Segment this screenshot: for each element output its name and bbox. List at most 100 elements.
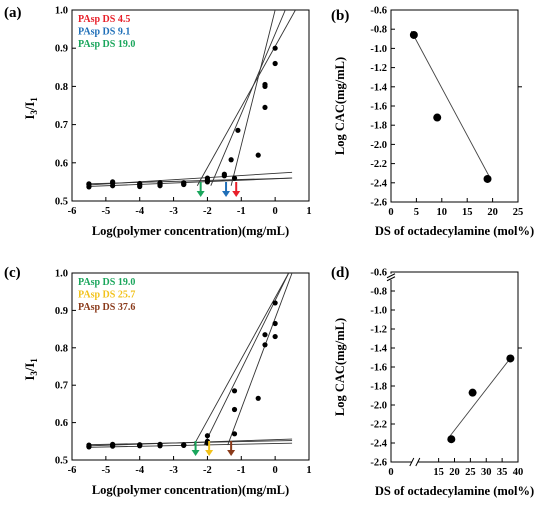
- data-point: [272, 333, 278, 340]
- x-tick-label: 0: [273, 206, 278, 217]
- x-axis-title: DS of octadecylamine (mol%): [375, 224, 534, 238]
- y-tick-label: -2.2: [370, 420, 387, 431]
- data-point: [181, 442, 187, 449]
- y-tick-label: 0.9: [55, 44, 68, 55]
- plot-area: [86, 273, 293, 450]
- y-tick-label: 0.5: [55, 456, 68, 467]
- y-axis-title: I3/I1: [23, 358, 39, 381]
- x-tick-label: 40: [513, 467, 524, 478]
- legend-entry: PAsp DS 19.0: [78, 39, 135, 50]
- data-point: [157, 443, 163, 449]
- data-point: [262, 332, 268, 338]
- fit-line: [230, 10, 276, 186]
- fit-line: [203, 273, 290, 446]
- x-tick-label: -3: [169, 465, 178, 476]
- data-point: [272, 300, 278, 306]
- panel-d-chart: 0 15 20 25 30 35 40 -2.6 -2.4 -2.2 -2.0 -1.8 -1.6 -1.…: [333, 268, 534, 499]
- plot-frame: [390, 9, 519, 203]
- y-tick-label: 0.6: [55, 158, 68, 169]
- x-tick-label: 1: [306, 465, 311, 476]
- fit-line: [410, 30, 491, 179]
- x-tick-label: -3: [169, 206, 178, 217]
- y-tick-label: -1.4: [370, 82, 387, 93]
- y-axis-title: I3/I1: [23, 97, 39, 120]
- y-tick-label: -2.2: [370, 159, 387, 170]
- y-axis-title: Log CAC(mg/mL): [333, 318, 347, 416]
- x-tick-label: -1: [237, 206, 246, 217]
- x-tick-label: 35: [497, 467, 508, 478]
- data-point: [86, 444, 92, 450]
- data-point: [137, 180, 143, 187]
- y-axis-title-part: I: [23, 115, 37, 120]
- x-tick-label: 1: [306, 206, 311, 217]
- x-tick-label: 10: [437, 207, 448, 218]
- plot-frame: [390, 271, 519, 463]
- y-tick-label: -2.0: [370, 140, 387, 151]
- data-point: [110, 443, 116, 449]
- x-tick-label: -4: [135, 465, 144, 476]
- x-axis-title: DS of octadecylamine (mol%): [375, 484, 534, 498]
- x-tick-label: 20: [487, 207, 498, 218]
- data-point: [181, 180, 187, 186]
- x-tick-label: 0: [273, 465, 278, 476]
- x-tick-label: 0: [388, 207, 393, 218]
- x-tick-label: -2: [203, 206, 212, 217]
- y-axis-title-part: 1: [29, 358, 39, 363]
- fit-line: [88, 442, 293, 448]
- x-tick-label: 5: [414, 207, 419, 218]
- data-point: [255, 152, 261, 158]
- panel-label-c: (c): [4, 265, 21, 281]
- fit-line: [227, 273, 293, 446]
- data-point: [409, 30, 418, 39]
- axis-break-mark: [415, 457, 421, 467]
- panel-label-d: (d): [331, 265, 349, 281]
- data-point: [221, 173, 227, 179]
- panel-c-chart: -6 -5 -4 -3 -2 -1 0 1 0.5 0.6 0.7 0.8 0.9 1.0 PAsp DS …: [23, 269, 312, 498]
- cac-arrow-head: [196, 191, 205, 197]
- data-point: [228, 157, 234, 163]
- panel-label-b: (b): [331, 8, 349, 24]
- x-tick-label: -6: [68, 465, 77, 476]
- data-point: [447, 435, 456, 444]
- x-tick-label: 15: [462, 207, 473, 218]
- x-tick-label: -2: [203, 465, 212, 476]
- legend-entry: PAsp DS 25.7: [78, 290, 135, 301]
- x-axis-title: Log(polymer concentration)(mg/mL): [92, 224, 289, 238]
- y-tick-label: -1.2: [370, 63, 387, 74]
- y-axis-title: Log CAC(mg/mL): [333, 57, 347, 155]
- data-point: [157, 180, 163, 186]
- x-tick-label: 25: [513, 207, 524, 218]
- panel-a-chart: -6 -5 -4 -3 -2 -1 0 1 0.5 0.6 0.7 0.8 0.9 1.0 PAsp DS …: [23, 6, 312, 239]
- axis-break-mark: [386, 273, 396, 279]
- y-tick-label: 0.7: [55, 381, 68, 392]
- data-point: [433, 113, 442, 122]
- y-tick-label: 0.5: [55, 197, 68, 208]
- axis-break-mark: [409, 457, 415, 467]
- axis-break-gap: [388, 273, 394, 280]
- data-point: [262, 83, 268, 89]
- fit-line: [449, 356, 513, 437]
- y-tick-label: -1.8: [370, 382, 387, 393]
- axis-break-gap: [411, 459, 418, 465]
- data-point: [231, 388, 238, 394]
- y-tick-label: 0.9: [55, 306, 68, 317]
- fit-line: [210, 10, 286, 186]
- y-tick-label: 0.8: [55, 82, 68, 93]
- y-tick-label: -1.0: [370, 44, 387, 55]
- y-tick-label: -1.0: [370, 306, 387, 317]
- y-tick-label: 1.0: [55, 269, 68, 280]
- panel-label-a: (a): [4, 5, 22, 21]
- data-point: [204, 433, 211, 439]
- panel-b-chart: 0 5 10 15 20 25 -2.6 -2.4 -2.2 -2.0 -1.8 -1.6 -1.4 -1…: [333, 6, 534, 239]
- fit-line: [193, 273, 290, 446]
- y-tick-label: -0.6: [370, 6, 387, 17]
- y-tick-label: -2.0: [370, 401, 387, 412]
- data-point: [86, 181, 92, 187]
- fit-line: [88, 177, 293, 185]
- x-tick-label: -4: [135, 206, 144, 217]
- y-tick-label: -1.2: [370, 325, 387, 336]
- y-tick-label: -2.6: [370, 198, 387, 209]
- cac-arrow-head: [205, 450, 214, 456]
- x-tick-label: 30: [481, 467, 492, 478]
